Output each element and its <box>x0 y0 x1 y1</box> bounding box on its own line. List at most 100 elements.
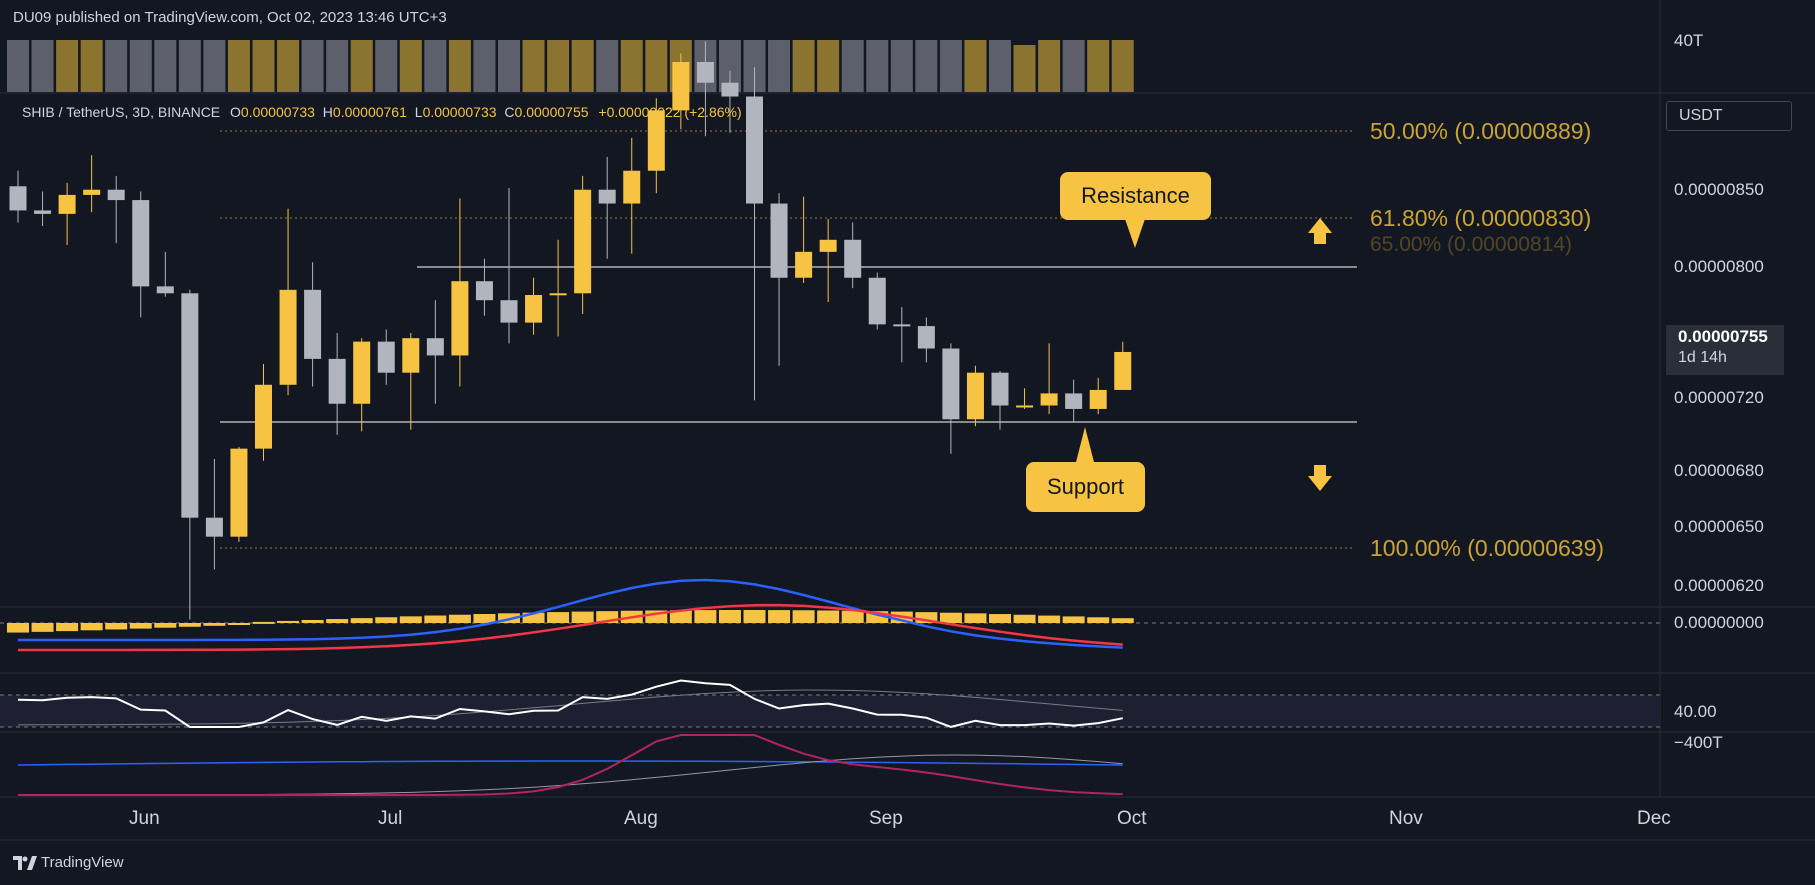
tradingview-logo-icon <box>13 856 37 871</box>
time-axis[interactable]: Jun Jul Aug Sep Oct Nov Dec <box>129 808 1671 829</box>
candle[interactable] <box>672 53 690 130</box>
candle[interactable] <box>1016 388 1034 409</box>
candle[interactable] <box>500 188 518 344</box>
candle[interactable] <box>574 175 592 315</box>
symbol-legend[interactable]: SHIB / TetherUS, 3D, BINANCE O0.00000733… <box>22 104 742 120</box>
fib-100-label: 100.00% (0.00000639) <box>1370 535 1604 561</box>
macd-histogram-bar <box>448 614 471 623</box>
candle[interactable] <box>696 41 714 137</box>
candle[interactable] <box>819 219 837 302</box>
candle[interactable] <box>181 289 199 620</box>
high-value: 0.00000761 <box>332 104 407 120</box>
candle-body <box>1016 405 1034 408</box>
macd-histogram-bar <box>866 611 889 623</box>
candle[interactable] <box>83 155 101 213</box>
volume-bar <box>571 40 594 92</box>
candle[interactable] <box>304 262 322 387</box>
currency-selector[interactable]: USDT <box>1666 101 1792 131</box>
volume-bar <box>596 40 619 92</box>
candle[interactable] <box>34 191 52 226</box>
support-callout[interactable]: Support <box>1026 462 1145 512</box>
volume-bar <box>326 40 349 92</box>
volume-bar <box>866 40 889 92</box>
macd-histogram-bar <box>154 623 177 628</box>
volume-bar <box>620 40 643 92</box>
candle[interactable] <box>795 196 813 283</box>
candle[interactable] <box>525 277 543 335</box>
candle[interactable] <box>893 307 911 363</box>
support-pointer-icon <box>1075 427 1095 466</box>
high-label: H <box>322 104 333 120</box>
candle[interactable] <box>1114 341 1132 390</box>
candle[interactable] <box>132 191 150 318</box>
candle[interactable] <box>1065 379 1083 423</box>
candle[interactable] <box>9 170 27 223</box>
candle-body <box>868 277 886 325</box>
candle[interactable] <box>1040 343 1058 415</box>
candle-body <box>1065 393 1083 409</box>
candle[interactable] <box>402 332 420 430</box>
fib-65-ghost-label: 65.00% (0.00000814) <box>1370 233 1572 256</box>
candle[interactable] <box>549 239 567 337</box>
macd-histogram-bar <box>792 610 815 623</box>
arrow-up-icon <box>1308 218 1332 244</box>
macd-histogram-bar <box>178 623 201 627</box>
volume-bar <box>964 40 987 92</box>
candle-body <box>721 82 739 97</box>
lower-pink-line <box>18 734 1123 796</box>
volume-scale-label: 40T <box>1674 31 1703 50</box>
candle-body <box>107 189 125 201</box>
candle[interactable] <box>353 338 371 432</box>
candle[interactable] <box>844 222 862 289</box>
candle[interactable] <box>770 193 788 366</box>
arrow-down-icon <box>1308 465 1332 491</box>
candle[interactable] <box>942 343 960 454</box>
candle-body <box>181 293 199 518</box>
macd-histogram-bar <box>375 617 398 623</box>
candle[interactable] <box>426 300 444 404</box>
candle[interactable] <box>58 182 76 245</box>
candle[interactable] <box>721 70 739 133</box>
candle[interactable] <box>917 317 935 363</box>
resistance-callout[interactable]: Resistance <box>1060 172 1211 220</box>
macd-histogram-bar <box>1038 615 1061 623</box>
volume-bar <box>203 40 226 92</box>
candle[interactable] <box>647 98 665 194</box>
candle[interactable] <box>746 67 763 401</box>
volume-bar <box>129 40 152 92</box>
price-axis[interactable]: 40T 0.00000850 0.00000800 0.00000720 0.0… <box>1674 31 1764 752</box>
candle-body <box>966 372 984 420</box>
candle[interactable] <box>991 370 1009 430</box>
price-tick-label: 0.00000800 <box>1674 257 1764 276</box>
candle[interactable] <box>868 272 886 330</box>
candle[interactable] <box>328 332 346 435</box>
time-tick-label: Sep <box>869 808 903 829</box>
candle[interactable] <box>377 329 395 385</box>
candle-body <box>1089 389 1107 409</box>
volume-bar <box>31 40 54 92</box>
candle[interactable] <box>107 175 125 244</box>
candlestick-series[interactable] <box>9 41 1132 620</box>
candle[interactable] <box>598 156 616 259</box>
candle[interactable] <box>230 446 248 542</box>
tradingview-brand[interactable]: TradingView <box>13 854 124 871</box>
candle[interactable] <box>966 365 984 427</box>
macd-histogram-bar <box>80 623 103 631</box>
macd-histogram-bar <box>1087 617 1110 623</box>
candle-body <box>598 189 616 204</box>
candle[interactable] <box>475 258 493 316</box>
macd-histogram-bar <box>473 613 496 623</box>
candle[interactable] <box>279 208 297 396</box>
candle[interactable] <box>451 198 469 387</box>
candle-body <box>1040 393 1058 406</box>
candle[interactable] <box>623 137 641 254</box>
candle[interactable] <box>156 251 174 297</box>
candle[interactable] <box>255 364 272 461</box>
volume-bar <box>547 40 570 92</box>
volume-bar <box>178 40 201 92</box>
symbol-name[interactable]: SHIB / TetherUS, 3D, BINANCE <box>22 104 221 120</box>
candle[interactable] <box>205 458 223 570</box>
candle[interactable] <box>1089 377 1107 415</box>
